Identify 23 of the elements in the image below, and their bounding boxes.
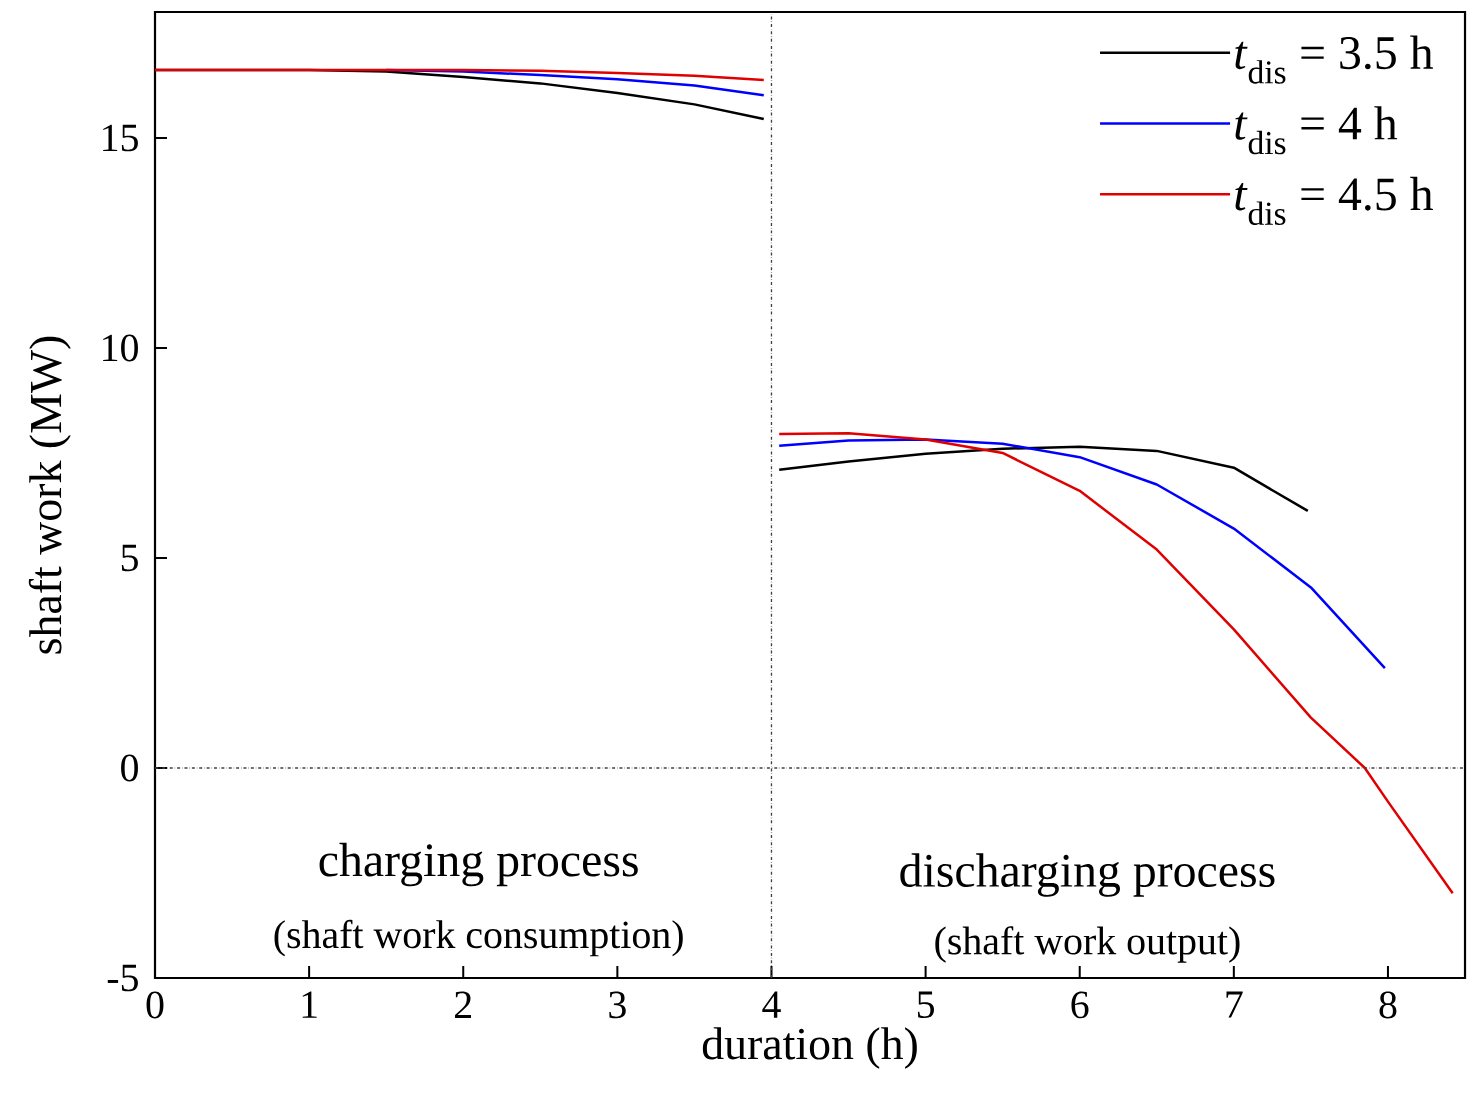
y-tick-label: 10 (103, 334, 138, 362)
y-tick-label: 15 (103, 124, 138, 152)
y-tick-label: 5 (121, 544, 138, 572)
annotation: (shaft work output) (935, 926, 1240, 963)
x-tick-label: 1 (302, 991, 317, 1018)
annotation: discharging process (900, 853, 1275, 897)
x-tick-label: 5 (917, 991, 934, 1018)
x-tick-label: 4 (762, 991, 781, 1018)
x-tick-label: 3 (609, 991, 626, 1019)
x-axis-title: duration (h) (702, 1027, 917, 1069)
legend-label: t$_{dis}$ = 3.5 h (1235, 35, 1433, 84)
x-tick-label: 0 (146, 991, 164, 1019)
x-tick-label: 6 (1071, 991, 1089, 1019)
y-tick-label: 0 (121, 754, 138, 782)
x-tick-label: 8 (1379, 991, 1397, 1019)
x-tick-label: 2 (455, 991, 471, 1018)
y-tick-label: -5 (107, 964, 138, 992)
x-tick-label: 7 (1226, 991, 1243, 1018)
annotation: charging process (319, 842, 638, 887)
legend-label: t$_{dis}$ = 4.5 h (1235, 176, 1433, 226)
y-axis-title: shaft work (MW) (28, 336, 71, 654)
legend-label: t$_{dis}$ = 4 h (1235, 106, 1398, 155)
annotation: (shaft work consumption) (274, 919, 683, 957)
